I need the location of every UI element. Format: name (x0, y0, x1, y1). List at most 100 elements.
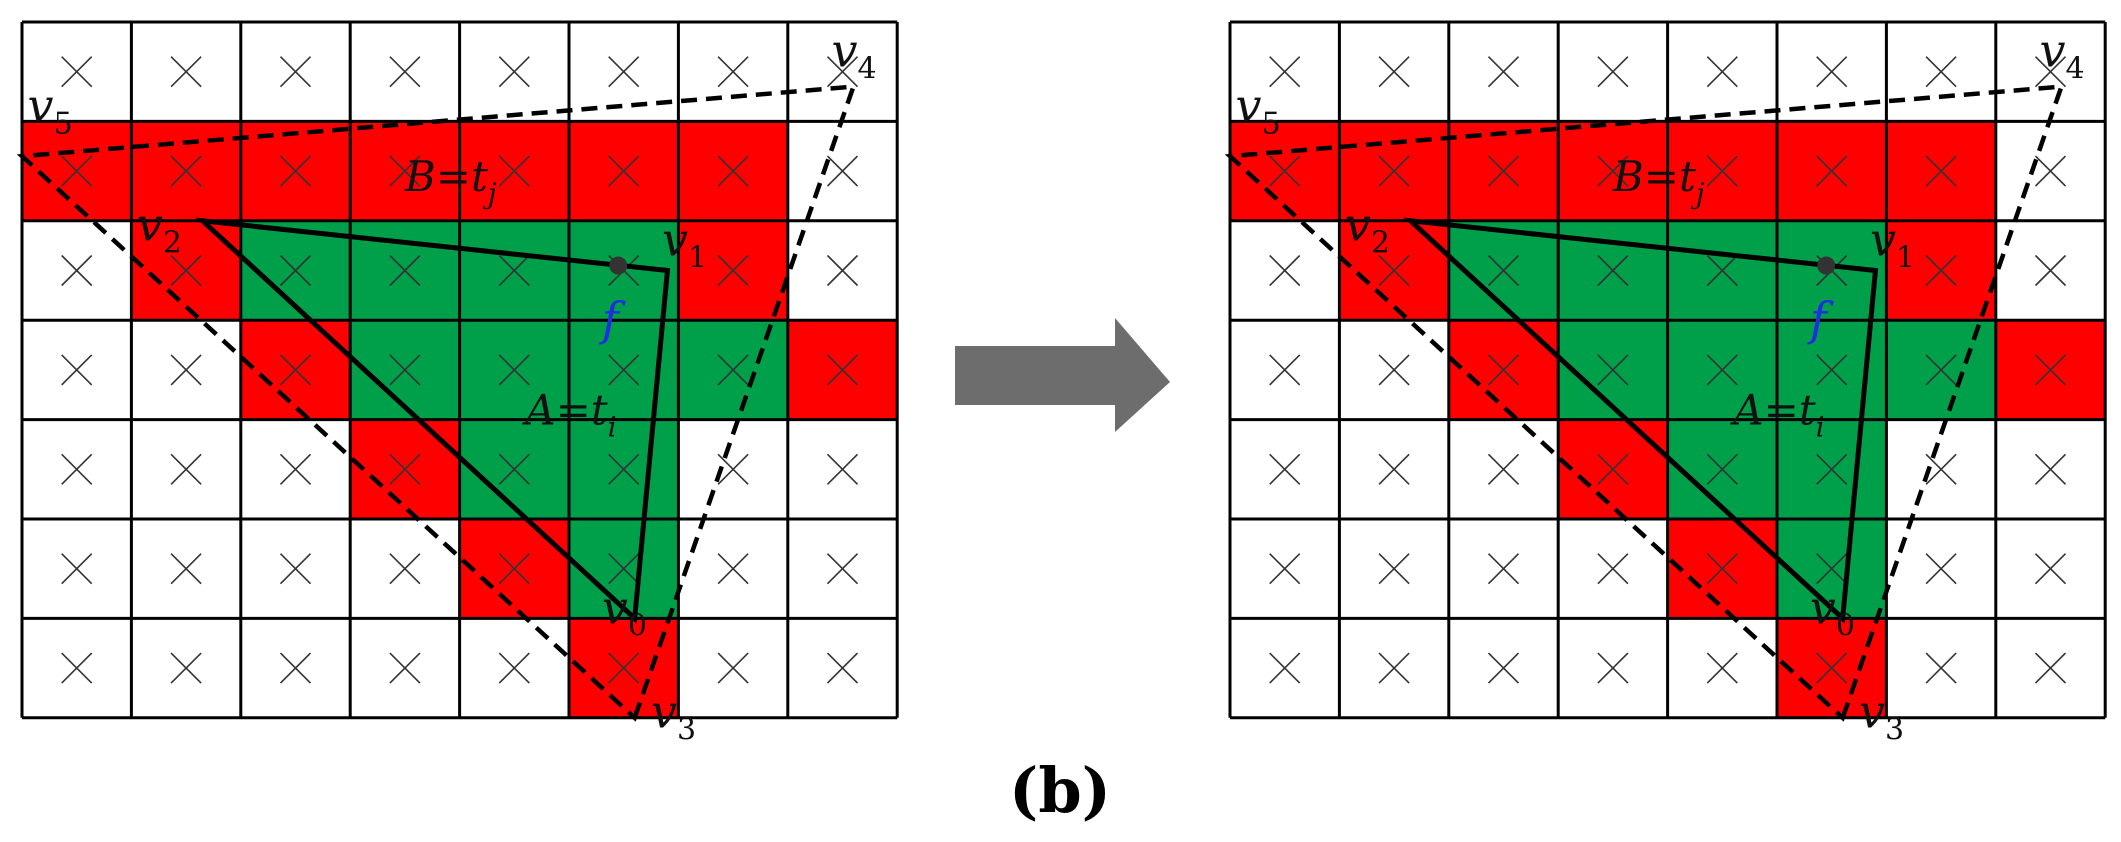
cell-cross-icon (717, 354, 749, 386)
cell-cross-icon (1378, 453, 1410, 485)
cell-cross-icon (170, 254, 202, 287)
cell-cross-icon (1706, 254, 1738, 287)
cell-cross-icon (1816, 56, 1848, 88)
cell-cross-icon (1597, 553, 1629, 585)
cell-cross-icon (1269, 155, 1301, 187)
cell-cross-icon (389, 354, 421, 386)
cell-cross-icon (1378, 553, 1410, 585)
cell-cross-icon (1597, 254, 1629, 287)
cell-cross-icon (717, 254, 749, 287)
cell-cross-icon (498, 553, 530, 585)
cell-cross-icon (1597, 354, 1629, 386)
cell-cross-icon (1706, 155, 1738, 187)
transition-arrow (955, 318, 1170, 432)
cell-cross-icon (1925, 354, 1957, 386)
cell-cross-icon (1597, 155, 1629, 187)
cell-cross-icon (608, 553, 640, 585)
cell-cross-icon (717, 56, 749, 88)
cell-cross-icon (1816, 553, 1848, 585)
cell-cross-icon (826, 652, 859, 684)
cell-cross-icon (279, 155, 312, 187)
cell-cross-icon (1269, 254, 1301, 287)
cell-cross-icon (1925, 652, 1957, 684)
cell-cross-icon (1269, 56, 1301, 88)
cell-cross-icon (170, 453, 202, 485)
cell-cross-icon (826, 553, 859, 585)
cell-cross-icon (2034, 354, 2067, 386)
vertex-label-v0: v0 (1810, 580, 1855, 643)
cell-cross-icon (1487, 553, 1520, 585)
cell-cross-icon (1925, 155, 1957, 187)
vertex-label-v3: v3 (1859, 685, 1904, 748)
cell-cross-icon (608, 354, 640, 386)
cell-cross-icon (1487, 453, 1520, 485)
vertex-label-v3: v3 (651, 685, 696, 748)
cell-cross-icon (279, 254, 312, 287)
cell-cross-icon (1378, 652, 1410, 684)
cell-cross-icon (2034, 652, 2067, 684)
cell-cross-icon (826, 453, 859, 485)
cell-cross-icon (1925, 56, 1957, 88)
cell-cross-icon (1816, 652, 1848, 684)
cell-cross-icon (1487, 155, 1520, 187)
figure-caption: (b) (1009, 754, 1111, 827)
vertex-label-v5: v5 (1235, 78, 1280, 141)
cell-cross-icon (170, 155, 202, 187)
cell-cross-icon (1706, 56, 1738, 88)
cell-cross-icon (717, 453, 749, 485)
cell-cross-icon (1378, 155, 1410, 187)
cell-cross-icon (1487, 254, 1520, 287)
cell-cross-icon (1706, 553, 1738, 585)
cell-cross-icon (1378, 254, 1410, 287)
cell-cross-icon (1269, 354, 1301, 386)
cell-cross-icon (608, 155, 640, 187)
cell-cross-icon (498, 56, 530, 88)
cell-cross-icon (1706, 652, 1738, 684)
cell-cross-icon (61, 354, 93, 386)
cell-cross-icon (1487, 354, 1520, 386)
cell-cross-icon (61, 155, 93, 187)
cell-cross-icon (279, 553, 312, 585)
cell-cross-icon (1816, 453, 1848, 485)
cell-cross-icon (61, 553, 93, 585)
cell-cross-icon (826, 56, 859, 88)
cell-cross-icon (1378, 56, 1410, 88)
cell-cross-icon (170, 652, 202, 684)
cell-cross-icon (61, 254, 93, 287)
triangle-a-outline (1403, 217, 1879, 624)
cell-cross-icon (389, 56, 421, 88)
cell-cross-icon (498, 453, 530, 485)
vertex-label-v2: v2 (1345, 198, 1390, 261)
triangle-b-outline (1224, 84, 2065, 722)
vertex-label-v4: v4 (2040, 24, 2085, 87)
cell-cross-icon (826, 254, 859, 287)
vertex-label-v5: v5 (27, 78, 72, 141)
cell-cross-icon (717, 553, 749, 585)
cell-cross-icon (1816, 155, 1848, 187)
vertex-label-v2: v2 (137, 198, 182, 261)
cell-cross-icon (1487, 56, 1520, 88)
cell-cross-icon (389, 652, 421, 684)
cell-cross-icon (279, 453, 312, 485)
cell-cross-icon (1597, 453, 1629, 485)
triangle-b-label: B=tj (1612, 152, 1705, 210)
cell-cross-icon (1269, 553, 1301, 585)
cell-cross-icon (389, 453, 421, 485)
point-f-marker (1817, 256, 1836, 275)
cell-cross-icon (498, 354, 530, 386)
cell-cross-icon (717, 652, 749, 684)
cell-cross-icon (498, 652, 530, 684)
cell-cross-icon (61, 56, 93, 88)
cell-cross-icon (279, 56, 312, 88)
cell-cross-icon (826, 354, 859, 386)
triangle-b-label: B=tj (404, 152, 497, 210)
cell-cross-icon (1269, 652, 1301, 684)
cell-cross-icon (1925, 553, 1957, 585)
cell-cross-icon (279, 652, 312, 684)
vertex-label-v1: v1 (1870, 213, 1915, 276)
cell-cross-icon (2034, 553, 2067, 585)
cell-cross-icon (170, 354, 202, 386)
triangle-a-label: A=ti (521, 386, 616, 444)
